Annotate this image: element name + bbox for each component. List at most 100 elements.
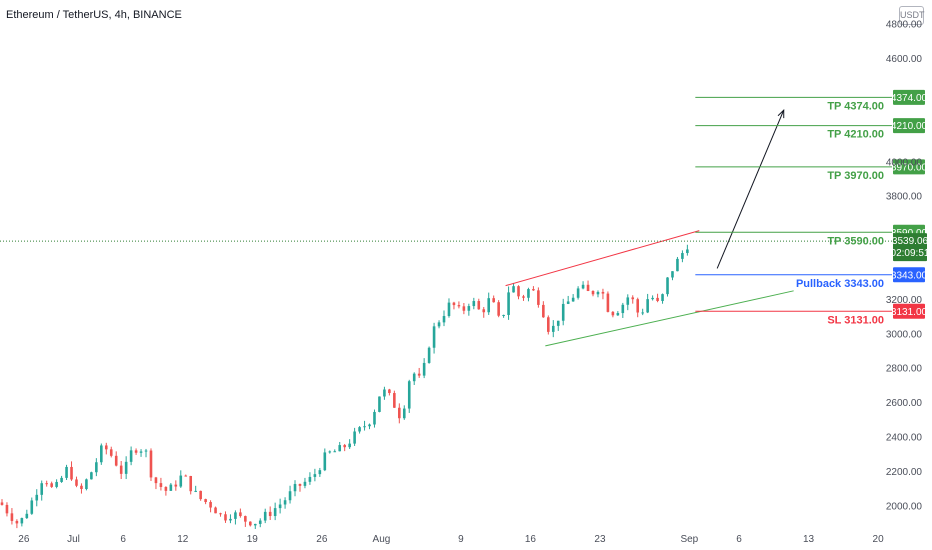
candle-body <box>263 511 267 521</box>
price-badge-pullback <box>893 267 925 283</box>
candle-body <box>174 484 178 487</box>
candle-body <box>343 445 346 448</box>
y-tick-label: 2200.00 <box>886 467 923 478</box>
level-label-tp2: TP 3970.00 <box>827 170 884 182</box>
candle-body <box>313 474 317 477</box>
candle-body <box>179 475 183 487</box>
y-tick-label: 2800.00 <box>886 364 923 375</box>
candle-body <box>308 476 312 482</box>
candle-body <box>119 465 123 474</box>
x-tick-label: Sep <box>680 534 698 545</box>
candle-body <box>244 516 247 522</box>
candle-body <box>219 513 222 515</box>
currency-badge[interactable]: USDT <box>899 6 925 25</box>
chart-title: Ethereum / TetherUS, 4h, BINANCE <box>6 9 182 21</box>
candle-body <box>601 291 605 294</box>
candle-body <box>412 373 416 382</box>
candle-body <box>502 314 505 316</box>
candle-body <box>537 290 540 305</box>
x-tick-label: 26 <box>316 534 328 545</box>
candle-body <box>641 312 644 314</box>
candle-body <box>194 490 197 492</box>
candle-body <box>184 475 188 477</box>
price-badge-tp3 <box>893 118 925 134</box>
candle-body <box>124 461 128 474</box>
candle-body <box>596 291 600 295</box>
candle-body <box>298 483 302 486</box>
candle-body <box>239 512 242 517</box>
candle-body <box>651 297 654 300</box>
candle-body <box>517 286 520 297</box>
lower-channel-line <box>545 290 794 347</box>
price-badge-sl <box>893 303 925 319</box>
candle-body <box>323 452 327 471</box>
candle-body <box>621 304 625 314</box>
candle-body <box>477 301 481 310</box>
price-badge-text-sl: 3131.00 <box>891 307 928 318</box>
candle-body <box>393 393 396 408</box>
y-tick-label: 3800.00 <box>886 192 923 203</box>
candle-body <box>70 466 73 480</box>
candle-body <box>90 472 93 480</box>
candle-body <box>547 317 550 332</box>
candle-body <box>467 306 471 311</box>
candle-body <box>85 479 88 490</box>
candle-body <box>318 470 322 475</box>
candle-body <box>388 389 391 394</box>
candle-body <box>258 520 262 524</box>
price-badge-text-pullback: 3343.00 <box>891 270 928 281</box>
candle-body <box>686 249 689 254</box>
candle-body <box>214 507 217 514</box>
candle-body <box>358 427 361 432</box>
candle-body <box>80 485 83 490</box>
candle-body <box>656 297 659 301</box>
candle-body <box>169 484 173 491</box>
candle-body <box>373 411 376 425</box>
x-tick-label: Jul <box>67 534 80 545</box>
candle-body <box>338 445 342 452</box>
level-label-pullback: Pullback 3343.00 <box>796 278 884 290</box>
candle-body <box>114 455 118 466</box>
candle-body <box>383 389 386 397</box>
candle-body <box>45 483 48 485</box>
current-price-badge <box>893 233 927 262</box>
candle-body <box>671 271 674 278</box>
candle-body <box>417 373 421 376</box>
x-tick-label: 16 <box>525 534 537 545</box>
price-badge-text-tp2: 3970.00 <box>891 162 928 173</box>
candle-body <box>293 483 297 492</box>
candle-body <box>159 483 163 487</box>
candle-body <box>532 289 535 291</box>
candle-body <box>606 293 610 312</box>
level-label-tp3: TP 4210.00 <box>827 129 884 141</box>
candle-body <box>442 316 446 323</box>
candle-body <box>482 309 486 313</box>
target-arrow-head <box>777 108 785 119</box>
candle-body <box>40 483 44 495</box>
y-tick-label: 3200.00 <box>886 295 923 306</box>
candle-body <box>134 450 138 453</box>
candle-body <box>104 445 108 450</box>
candle-body <box>268 511 272 517</box>
level-label-sl: SL 3131.00 <box>827 314 884 326</box>
candle-body <box>472 301 476 307</box>
candle-body <box>576 288 580 298</box>
candle-body <box>527 289 530 298</box>
candle-body <box>50 483 53 487</box>
x-tick-label: 13 <box>803 534 815 545</box>
candle-body <box>353 431 356 444</box>
candle-body <box>234 512 237 519</box>
target-arrow <box>716 109 785 269</box>
candle-body <box>626 297 630 305</box>
current-price-text: 3539.06 <box>892 236 929 247</box>
candle-body <box>551 325 555 332</box>
candle-body <box>60 477 63 482</box>
candle-body <box>591 291 595 295</box>
candle-body <box>492 298 495 303</box>
time-axis: 26 Jul 6 12 19 26 Aug 9 16 23 Sep 6 13 20 <box>18 534 884 545</box>
candle-body <box>616 313 620 316</box>
x-tick-label: Aug <box>373 534 391 545</box>
candle-body <box>661 294 664 301</box>
levels-layer: TP 4374.00 4374.00 TP 4210.00 4210.00 TP 397… <box>695 89 930 326</box>
